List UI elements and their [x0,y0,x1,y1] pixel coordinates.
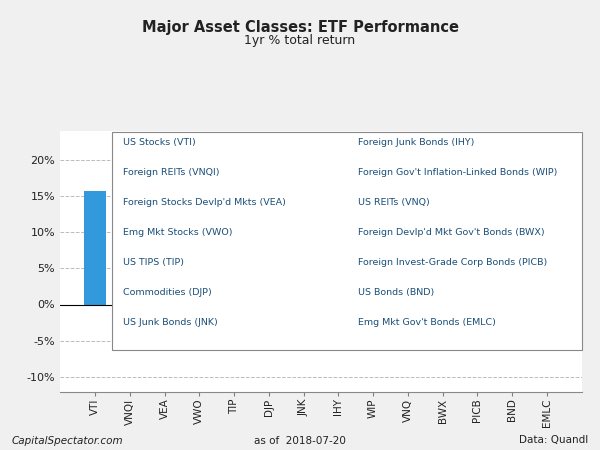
Bar [153,275,176,305]
Bar [118,266,141,305]
Bar [292,297,315,305]
Text: Foreign Devlp'd Mkt Gov't Bonds (BWX): Foreign Devlp'd Mkt Gov't Bonds (BWX) [358,229,544,238]
Bar [536,305,558,345]
Text: US REITs (VNQ): US REITs (VNQ) [358,198,429,207]
Bar [257,297,280,305]
Text: US Stocks (VTI): US Stocks (VTI) [122,138,196,147]
Bar [327,302,350,305]
Text: Major Asset Classes: ETF Performance: Major Asset Classes: ETF Performance [142,20,458,35]
Text: as of  2018-07-20: as of 2018-07-20 [254,436,346,446]
Text: US TIPS (TIP): US TIPS (TIP) [122,258,184,267]
FancyBboxPatch shape [112,132,582,350]
Text: Foreign REITs (VNQI): Foreign REITs (VNQI) [122,168,219,177]
Bar [223,293,245,305]
Text: US Junk Bonds (JNK): US Junk Bonds (JNK) [122,319,217,328]
Text: Foreign Junk Bonds (IHY): Foreign Junk Bonds (IHY) [358,138,474,147]
Text: US Bonds (BND): US Bonds (BND) [358,288,434,297]
Text: 1yr % total return: 1yr % total return [244,34,356,47]
Bar [84,191,106,305]
Bar [188,288,211,305]
Text: Commodities (DJP): Commodities (DJP) [122,288,211,297]
Bar [397,303,419,305]
Bar [431,303,454,305]
Text: Foreign Invest-Grade Corp Bonds (PICB): Foreign Invest-Grade Corp Bonds (PICB) [358,258,547,267]
Bar [501,305,524,318]
Text: Foreign Gov't Inflation-Linked Bonds (WIP): Foreign Gov't Inflation-Linked Bonds (WI… [358,168,557,177]
Bar [362,302,385,305]
Text: CapitalSpectator.com: CapitalSpectator.com [12,436,124,446]
Text: Foreign Stocks Devlp'd Mkts (VEA): Foreign Stocks Devlp'd Mkts (VEA) [122,198,286,207]
Text: Emg Mkt Gov't Bonds (EMLC): Emg Mkt Gov't Bonds (EMLC) [358,319,496,328]
Text: Emg Mkt Stocks (VWO): Emg Mkt Stocks (VWO) [122,229,232,238]
Text: Data: Quandl: Data: Quandl [519,436,588,446]
